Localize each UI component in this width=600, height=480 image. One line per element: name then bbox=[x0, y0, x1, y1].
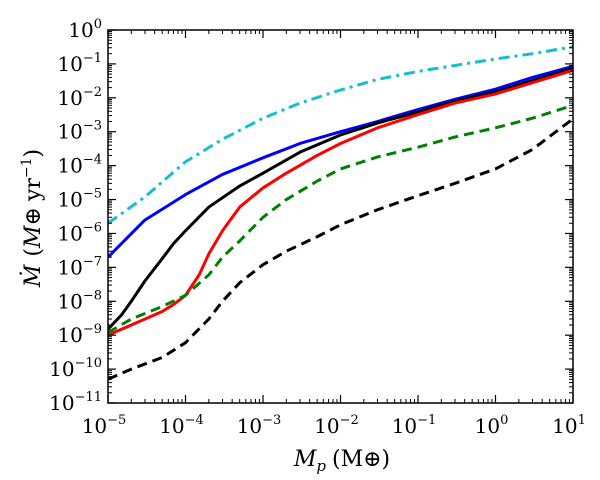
series-line-cyan-dashdot bbox=[108, 45, 573, 225]
y-tick-label: 10−11 bbox=[49, 390, 102, 415]
y-tick-label: 10−6 bbox=[57, 220, 102, 245]
x-tick-label: 10−2 bbox=[314, 413, 359, 438]
axes-frame bbox=[107, 29, 574, 404]
y-tick-label: 10−3 bbox=[57, 119, 102, 144]
series-line-green-dashed bbox=[108, 103, 573, 334]
x-tick-label: 10−4 bbox=[159, 413, 204, 438]
x-tick-label: 10−1 bbox=[392, 413, 437, 438]
x-tick-label: 10−5 bbox=[82, 413, 127, 438]
series-line-red-solid bbox=[108, 68, 573, 337]
x-tick-label: 101 bbox=[552, 413, 586, 438]
y-axis-label: Ṁ(M⊕yr−1) bbox=[19, 149, 46, 288]
y-tick-label: 10−9 bbox=[57, 322, 102, 347]
y-tick-label: 10−2 bbox=[57, 85, 102, 110]
y-tick-label: 100 bbox=[68, 17, 102, 42]
series-line-black-solid bbox=[108, 66, 573, 331]
y-tick-label: 10−4 bbox=[57, 153, 102, 178]
x-tick-label: 10−3 bbox=[237, 413, 282, 438]
x-tick-label: 100 bbox=[475, 413, 509, 438]
x-axis-label: Mp (M⊕) bbox=[293, 447, 390, 475]
series-line-black-dashed bbox=[108, 117, 573, 381]
y-tick-label: 10−7 bbox=[57, 254, 102, 279]
y-tick-label: 10−8 bbox=[57, 288, 102, 313]
y-tick-label: 10−10 bbox=[49, 356, 102, 381]
y-tick-label: 10−5 bbox=[57, 187, 102, 212]
y-tick-label: 10−1 bbox=[57, 51, 102, 76]
series-line-blue-solid bbox=[108, 64, 573, 259]
